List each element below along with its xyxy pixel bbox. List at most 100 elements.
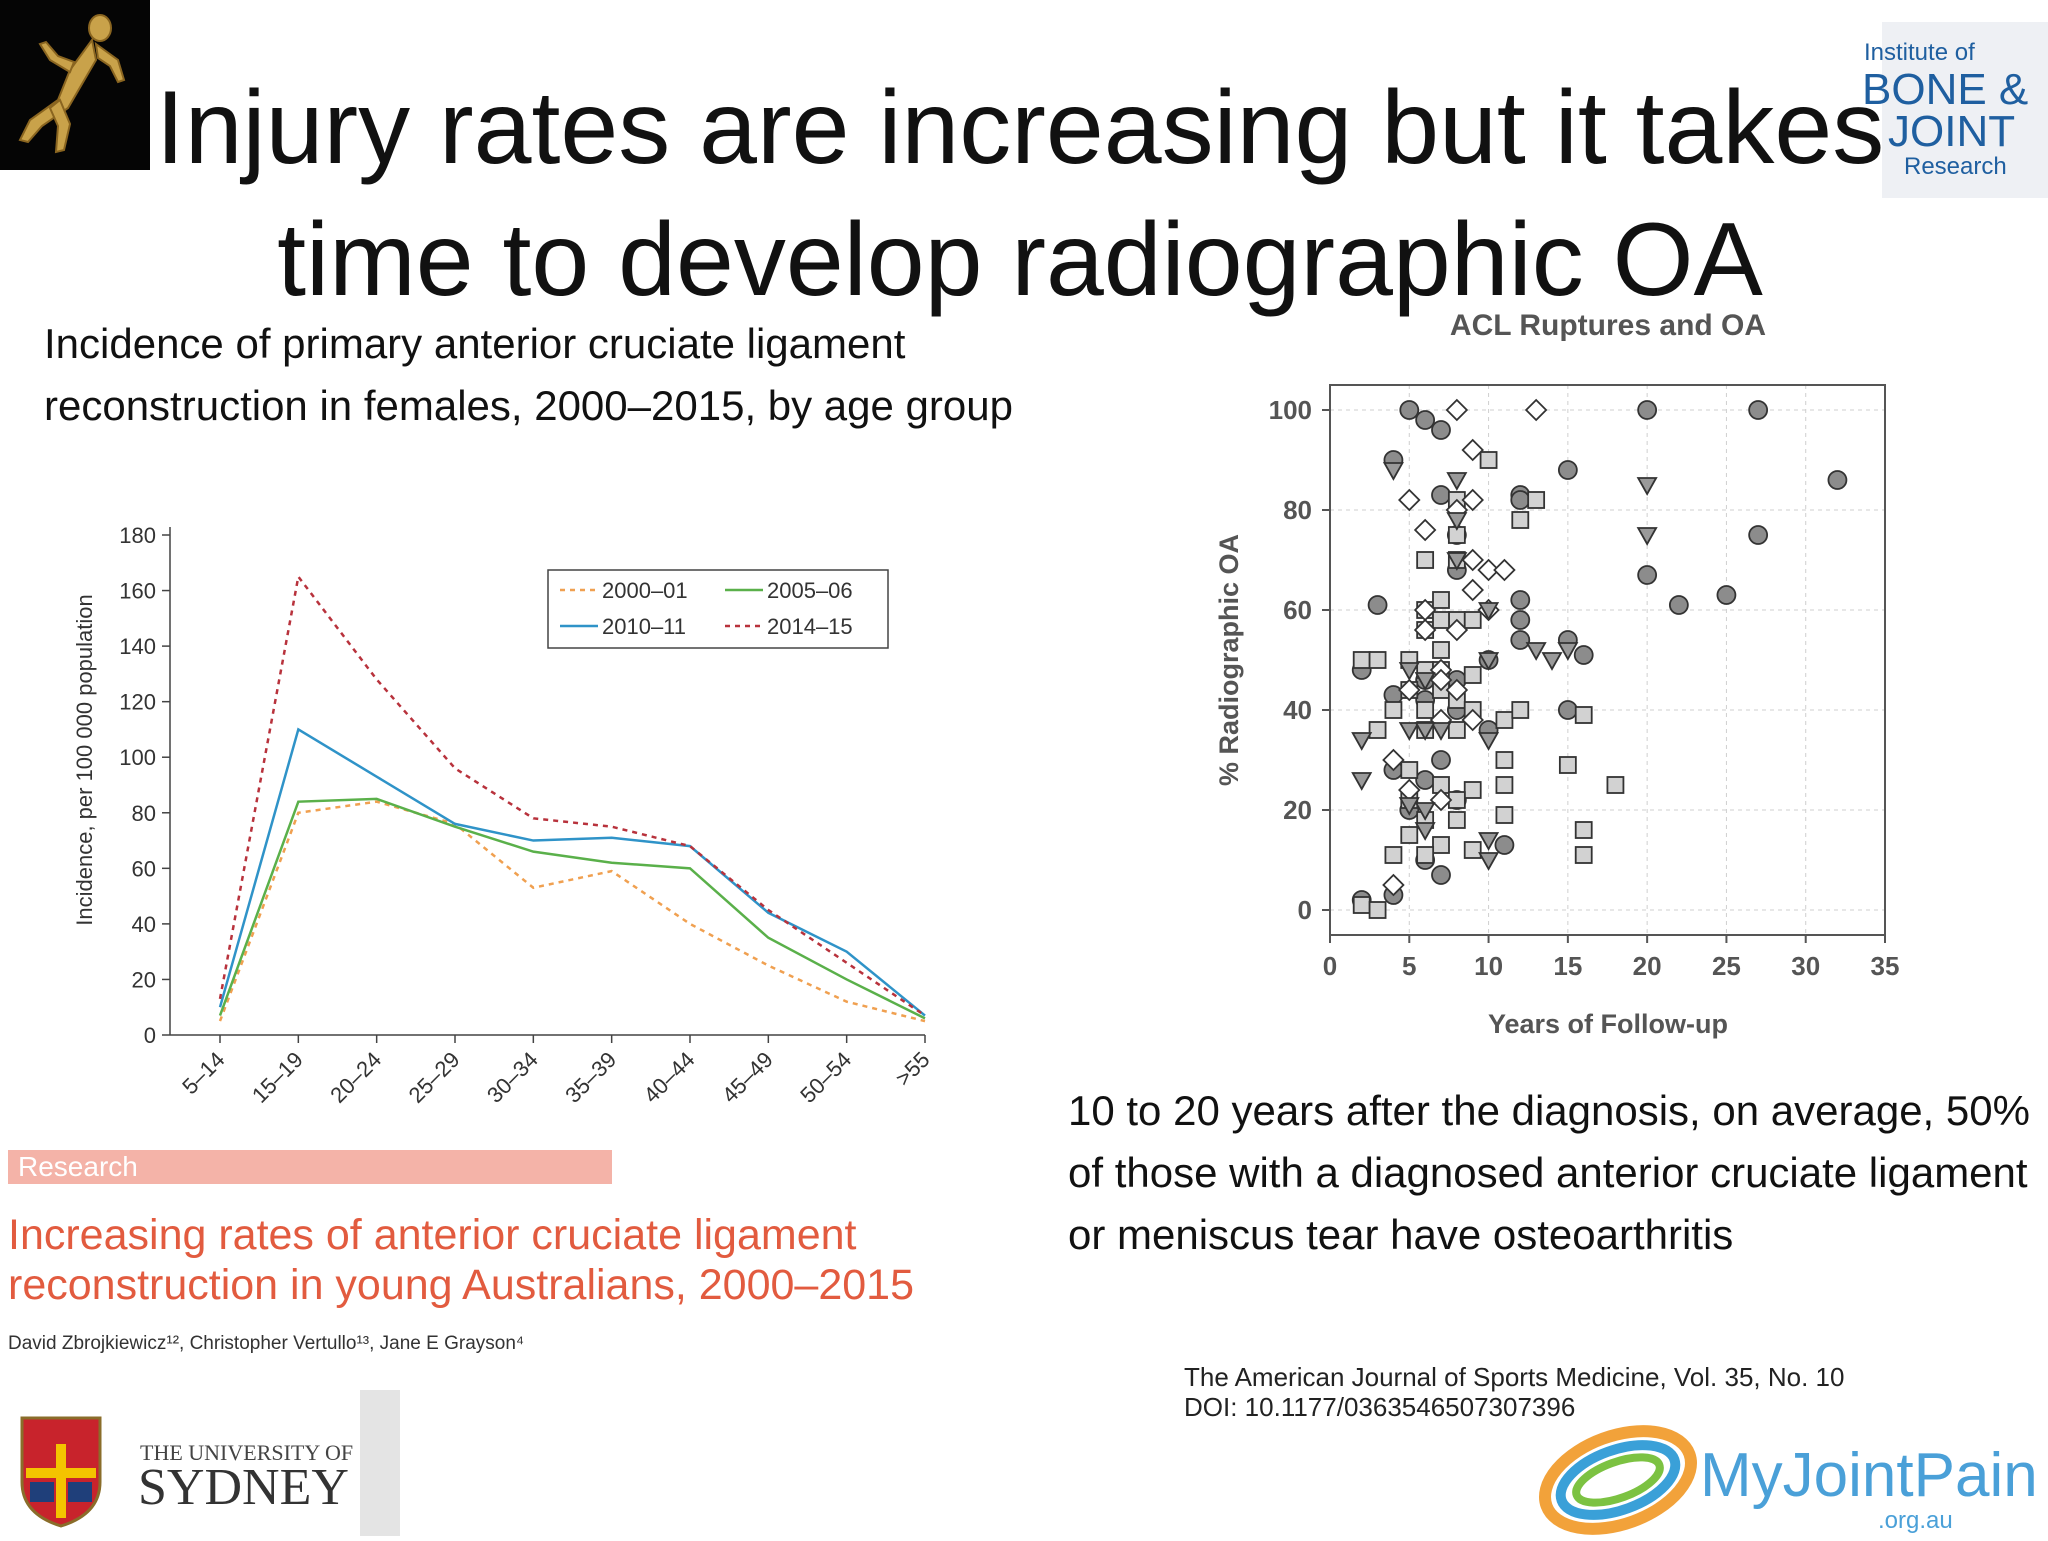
scatter-point-triangle <box>1478 652 1500 671</box>
scatter-point-triangle <box>1557 642 1579 661</box>
scatter-point-square <box>1463 781 1482 799</box>
scatter-point-circle <box>1494 835 1515 855</box>
paper-section-tag: Research <box>8 1150 612 1184</box>
scatter-point-triangle <box>1636 527 1658 546</box>
line-chart-legend-label: 2014–15 <box>767 614 853 639</box>
scatter-chart-x-tick-label: 15 <box>1553 951 1582 981</box>
myjointpain-logo: MyJointPain .org.au <box>1528 1418 2048 1536</box>
scatter-point-square <box>1447 721 1466 739</box>
scatter-point-circle <box>1415 770 1436 790</box>
scatter-point-diamond <box>1461 578 1484 602</box>
scatter-chart-title: ACL Ruptures and OA <box>1450 309 1766 342</box>
line-chart-legend-label: 2000–01 <box>602 578 688 603</box>
ibjr-logo-line1: Institute of <box>1864 39 1975 66</box>
scatter-point-diamond <box>1461 708 1484 732</box>
paper-authors: David Zbrojkiewicz¹², Christopher Vertul… <box>8 1333 525 1354</box>
scatter-point-square <box>1495 751 1514 769</box>
line-chart-x-tick-label: 5–14 <box>177 1047 229 1099</box>
scatter-point-triangle <box>1398 722 1420 741</box>
myjointpain-domain: .org.au <box>1878 1507 1953 1534</box>
scatter-point-square <box>1384 846 1403 864</box>
scatter-chart-y-tick-label: 0 <box>1298 895 1312 925</box>
line-chart-legend-box <box>547 569 889 649</box>
scatter-point-circle <box>1510 490 1531 510</box>
scatter-point-circle <box>1431 485 1451 505</box>
scatter-point-diamond <box>1429 788 1453 812</box>
scatter-point-square <box>1416 701 1435 719</box>
scatter-chart-y-tick-label: 20 <box>1283 795 1312 825</box>
line-chart-y-axis-label: Incidence, per 100 000 population <box>72 594 97 925</box>
scatter-chart-y-tick-label: 80 <box>1283 495 1312 525</box>
scatter-chart-y-tick-label: 100 <box>1269 395 1312 425</box>
scatter-point-square <box>1384 701 1403 719</box>
scatter-point-triangle <box>1414 722 1436 741</box>
scatter-point-square <box>1463 666 1482 684</box>
scatter-point-square <box>1416 846 1435 864</box>
scatter-point-triangle <box>1478 832 1500 851</box>
line-chart-series-line <box>218 800 926 1023</box>
line-chart-y-tick-label: 0 <box>144 1023 156 1048</box>
line-chart-x-tick-label: 35–39 <box>560 1047 621 1108</box>
scatter-point-square <box>1416 551 1435 569</box>
scatter-point-triangle <box>1414 802 1436 821</box>
scatter-point-circle <box>1637 565 1658 585</box>
scatter-point-square <box>1368 901 1387 919</box>
scatter-point-diamond <box>1429 668 1453 692</box>
line-chart-y-tick-label: 120 <box>119 690 156 715</box>
scatter-point-triangle <box>1351 772 1373 791</box>
scatter-point-diamond <box>1461 548 1484 572</box>
scatter-chart-x-tick-label: 0 <box>1323 951 1337 981</box>
scatter-point-square <box>1432 611 1450 629</box>
scatter-point-triangle <box>1446 472 1468 491</box>
line-chart-y-tick-label: 40 <box>132 912 156 937</box>
scatter-point-circle <box>1573 645 1594 665</box>
scatter-point-circle <box>1716 585 1737 605</box>
scatter-chart-y-tick-label: 60 <box>1283 595 1312 625</box>
scatter-point-circle <box>1748 400 1769 420</box>
right-chart-caption: 10 to 20 years after the diagnosis, on a… <box>1068 1087 2030 1258</box>
scatter-point-square <box>1432 836 1450 854</box>
scatter-point-square <box>1606 776 1625 794</box>
scatter-point-triangle <box>1541 652 1563 671</box>
scatter-point-diamond <box>1461 488 1484 512</box>
scatter-point-circle <box>1748 525 1769 545</box>
scatter-point-circle <box>1510 590 1531 610</box>
scatter-point-circle <box>1827 470 1848 490</box>
scatter-point-triangle <box>1525 642 1547 661</box>
line-chart-y-tick-label: 160 <box>119 579 156 604</box>
scatter-point-square <box>1400 826 1419 844</box>
scatter-chart-x-tick-label: 25 <box>1712 951 1741 981</box>
scatter-point-circle <box>1415 410 1436 430</box>
scatter-point-square <box>1352 896 1371 914</box>
scatter-point-triangle <box>1414 672 1436 691</box>
scatter-point-square <box>1463 611 1482 629</box>
scatter-point-diamond <box>1477 558 1500 582</box>
scatter-point-diamond <box>1445 618 1469 642</box>
university-of-sydney-logo: THE UNIVERSITY OF SYDNEY <box>0 1390 400 1536</box>
line-chart-x-tick-label: 30–34 <box>482 1047 543 1108</box>
scatter-point-square <box>1574 846 1593 864</box>
scatter-point-square <box>1447 811 1466 829</box>
scatter-point-circle <box>1557 700 1578 720</box>
scatter-point-diamond <box>1445 678 1469 702</box>
line-chart-x-tick-label: >55 <box>890 1047 934 1091</box>
scatter-point-circle <box>1399 400 1420 420</box>
scatter-point-diamond <box>1461 438 1484 462</box>
scatter-point-square <box>1511 511 1530 529</box>
ibjr-logo-line3: JOINT <box>1888 107 2015 156</box>
line-chart-x-tick-label: 45–49 <box>717 1047 778 1108</box>
scatter-point-square <box>1558 756 1577 774</box>
scatter-chart-x-axis-label: Years of Follow-up <box>1488 1009 1728 1039</box>
scatter-point-triangle <box>1478 852 1500 871</box>
scatter-point-triangle <box>1446 512 1468 531</box>
scatter-point-diamond <box>1398 678 1421 702</box>
line-chart-x-tick-label: 20–24 <box>325 1047 386 1108</box>
line-chart-x-tick-label: 50–54 <box>795 1047 856 1108</box>
scatter-chart-y-tick-label: 40 <box>1283 695 1312 725</box>
scatter-point-diamond <box>1382 748 1405 772</box>
scatter-point-diamond <box>1413 618 1437 642</box>
scatter-point-circle <box>1367 595 1388 615</box>
scatter-point-circle <box>1431 865 1451 885</box>
line-chart-x-tick-label: 40–44 <box>639 1047 700 1108</box>
line-chart-legend-label: 2005–06 <box>767 578 853 603</box>
